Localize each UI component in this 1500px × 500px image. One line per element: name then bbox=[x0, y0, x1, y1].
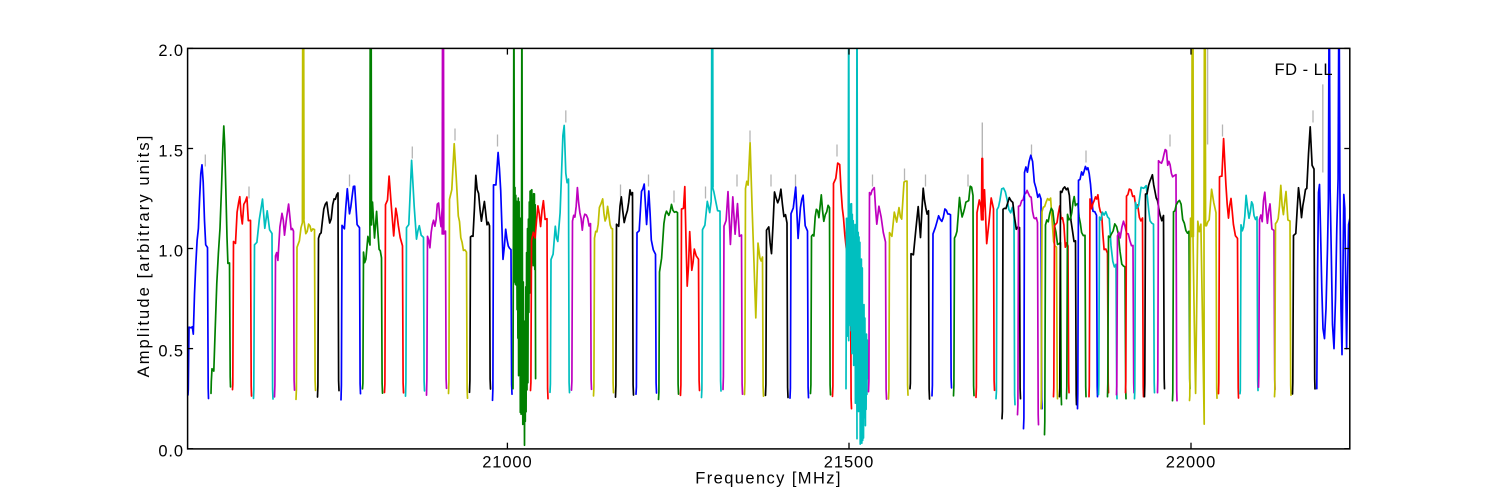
svg-text:FD - LL: FD - LL bbox=[1274, 61, 1333, 79]
svg-text:1.5: 1.5 bbox=[158, 142, 184, 160]
svg-text:1.0: 1.0 bbox=[158, 242, 184, 260]
svg-text:Frequency [MHz]: Frequency [MHz] bbox=[695, 470, 842, 488]
svg-text:0.5: 0.5 bbox=[158, 342, 184, 360]
svg-text:Amplitude [arbitrary units]: Amplitude [arbitrary units] bbox=[135, 134, 153, 378]
svg-text:21500: 21500 bbox=[824, 454, 874, 472]
svg-text:2.0: 2.0 bbox=[158, 42, 184, 60]
svg-text:0.0: 0.0 bbox=[158, 443, 184, 461]
svg-text:21000: 21000 bbox=[482, 454, 532, 472]
svg-text:22000: 22000 bbox=[1166, 454, 1216, 472]
